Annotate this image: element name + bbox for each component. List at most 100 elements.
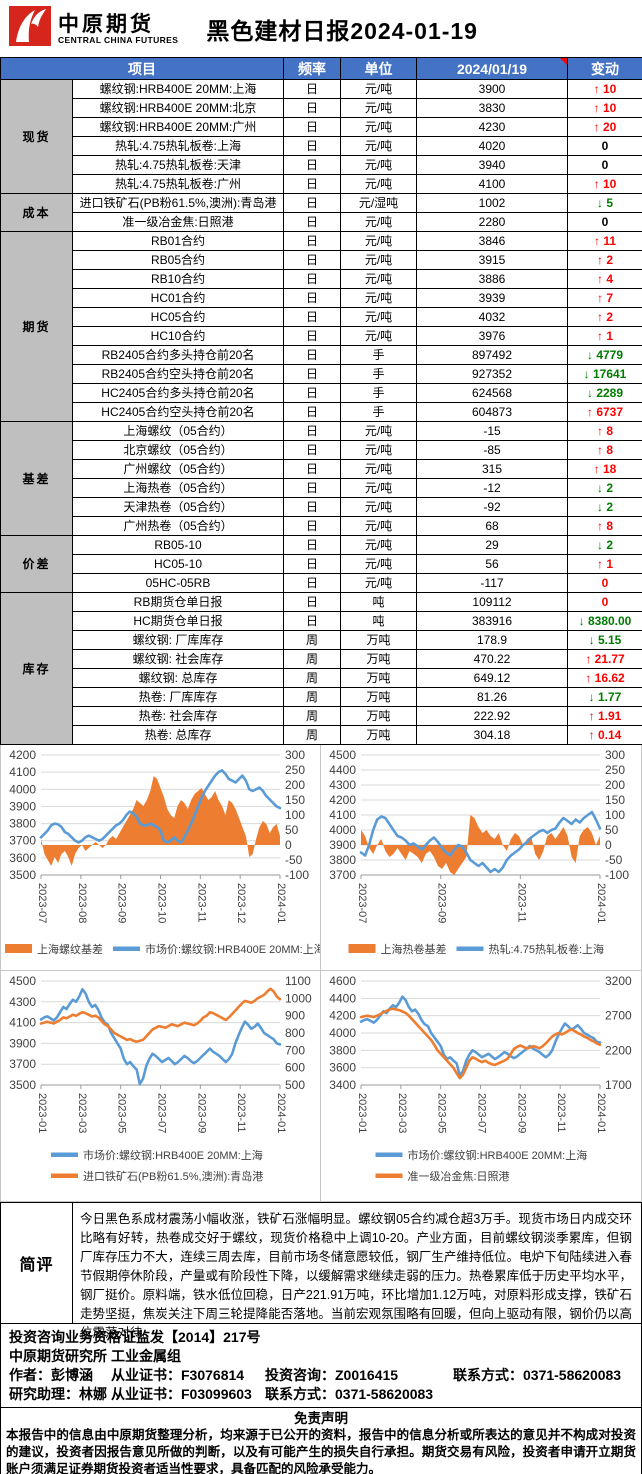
shanghai-rebar-basis-chart-svg: 3500 3600 3700 3800 3900 4000 4100 4200 -100-500…	[5, 748, 320, 956]
change-cell: ↑ 18	[567, 459, 642, 479]
rebar-vs-coke-chart: 3400 3600 3800 4000 4200 4400 4600 1700 2200 2700…	[321, 971, 642, 1202]
change-cell: ↓ 5.15	[567, 630, 642, 650]
table-row: 库存 RB期货仓单日报日吨 109112 0	[0, 592, 642, 745]
freq-cell: 日	[283, 592, 341, 612]
value-cell: 315	[416, 459, 568, 479]
svg-text:4200: 4200	[9, 748, 36, 762]
freq-cell: 日	[283, 79, 341, 99]
value-cell: 178.9	[416, 630, 568, 650]
shanghai-rebar-basis-chart: 3500 3600 3700 3800 3900 4000 4100 4200 -100 -50 0…	[0, 745, 321, 971]
value-cell: 604873	[416, 402, 568, 422]
svg-text:3700: 3700	[329, 868, 356, 882]
svg-text:4400: 4400	[329, 763, 356, 777]
table-body: 现货 螺纹钢:HRB400E 20MM:上海日元/吨 3900 ↑ 10 螺纹钢:HRB…	[0, 79, 642, 745]
item-cell: 北京螺纹（05合约）	[72, 440, 284, 460]
freq-cell: 周	[283, 706, 341, 726]
freq-cell: 日	[283, 136, 341, 156]
item-cell: HC05-10	[72, 554, 284, 574]
svg-text:900: 900	[285, 1009, 305, 1023]
change-cell: ↓ 2289	[567, 383, 642, 403]
svg-text:4100: 4100	[9, 1016, 36, 1030]
contact-item: 投资咨询业务资格	[9, 1329, 121, 1345]
value-cell: 927352	[416, 364, 568, 384]
freq-cell: 日	[283, 307, 341, 327]
svg-text:进口铁矿石(PB粉61.5%,澳洲):青岛港: 进口铁矿石(PB粉61.5%,澳洲):青岛港	[83, 1169, 263, 1183]
unit-cell: 元/吨	[340, 250, 417, 270]
svg-text:2023-07: 2023-07	[476, 1093, 488, 1133]
table-row: RB10合约日元/吨 3886 ↑ 4	[1, 269, 642, 289]
unit-cell: 元/吨	[340, 269, 417, 289]
svg-text:2023-03: 2023-03	[396, 1093, 408, 1133]
value-cell: -15	[416, 421, 568, 441]
change-cell: ↑ 1	[567, 554, 642, 574]
freq-cell: 日	[283, 402, 341, 422]
item-cell: RB05合约	[72, 250, 284, 270]
svg-text:4400: 4400	[329, 991, 356, 1005]
value-cell: 470.22	[416, 649, 568, 669]
change-cell: 0	[567, 136, 642, 156]
svg-text:2024-01: 2024-01	[595, 1093, 607, 1133]
freq-cell: 周	[283, 649, 341, 669]
freq-cell: 日	[283, 573, 341, 593]
table-row: 热轧:4.75热轧板卷:上海日元/吨 4020 0	[1, 136, 642, 156]
comment-flag-icon	[560, 58, 567, 65]
value-cell: 304.18	[416, 725, 568, 745]
contact-item: 联系方式：0371-58620083	[265, 1386, 434, 1402]
unit-cell: 元/吨	[340, 117, 417, 137]
table-row: 螺纹钢: 厂库库存周万吨 178.9 ↓ 5.15	[1, 630, 642, 650]
value-cell: 81.26	[416, 687, 568, 707]
item-cell: 螺纹钢:HRB400E 20MM:北京	[72, 98, 284, 118]
freq-cell: 日	[283, 383, 341, 403]
svg-text:3700: 3700	[9, 834, 36, 848]
change-cell: ↓ 5	[567, 193, 642, 213]
item-cell: 广州螺纹（05合约）	[72, 459, 284, 479]
value-cell: 56	[416, 554, 568, 574]
svg-text:1100: 1100	[285, 974, 311, 988]
svg-text:2023-09: 2023-09	[195, 1093, 207, 1133]
svg-text:-100: -100	[605, 868, 629, 882]
table-row: HC10合约日元/吨 3976 ↑ 1	[1, 326, 642, 346]
unit-cell: 万吨	[340, 687, 417, 707]
contact-section: 投资咨询业务资格证监发【2014】217号 中原期货研究所 工业金属组 作者：彭博涵从…	[0, 1324, 642, 1408]
svg-text:3900: 3900	[329, 838, 356, 852]
item-cell: 热卷: 总库存	[72, 725, 284, 745]
svg-text:150: 150	[285, 793, 305, 807]
category-cell: 价差	[0, 535, 73, 593]
item-cell: HC10合约	[72, 326, 284, 346]
item-cell: HC2405合约空头持仓前20名	[72, 402, 284, 422]
value-cell: -117	[416, 573, 568, 593]
svg-text:4300: 4300	[9, 995, 36, 1009]
svg-text:300: 300	[605, 748, 625, 762]
unit-cell: 吨	[340, 592, 417, 612]
svg-text:2023-05: 2023-05	[436, 1093, 448, 1133]
change-cell: ↑ 11	[567, 231, 642, 251]
contact-item: 作者：彭博涵	[9, 1367, 93, 1383]
freq-cell: 日	[283, 611, 341, 631]
item-cell: HC01合约	[72, 288, 284, 308]
freq-cell: 日	[283, 497, 341, 517]
value-cell: 3900	[416, 79, 568, 99]
unit-cell: 元/吨	[340, 155, 417, 175]
change-cell: ↓ 17641	[567, 364, 642, 384]
item-cell: RB10合约	[72, 269, 284, 289]
rebar-vs-coke-chart-svg: 3400 3600 3800 4000 4200 4400 4600 1700 2200 2700…	[329, 974, 632, 1183]
comment-section: 简评 今日黑色系成材震荡小幅收涨，铁矿石涨幅明显。螺纹钢05合约减仓超3万手。现…	[0, 1202, 642, 1340]
unit-cell: 元/吨	[340, 516, 417, 536]
freq-cell: 日	[283, 535, 341, 555]
unit-cell: 元/吨	[340, 459, 417, 479]
comment-text: 今日黑色系成材震荡小幅收涨，铁矿石涨幅明显。螺纹钢05合约减仓超3万手。现货市场…	[80, 1212, 632, 1340]
table-row: HC01合约日元/吨 3939 ↑ 7	[1, 288, 642, 308]
contact-item: 从业证书：F3076814	[111, 1367, 245, 1383]
svg-text:2023-07: 2023-07	[156, 1093, 168, 1133]
contact-item: 从业证书：F03099603	[111, 1386, 252, 1402]
svg-text:2023-11: 2023-11	[515, 883, 527, 923]
svg-text:2024-01: 2024-01	[275, 1093, 287, 1133]
svg-text:700: 700	[285, 1043, 305, 1057]
item-cell: 热卷: 厂库库存	[72, 687, 284, 707]
change-cell: 0	[567, 155, 642, 175]
logo-cn-text: 中原期货	[58, 11, 154, 36]
contact-line: 中原期货研究所 工业金属组	[9, 1347, 641, 1366]
value-cell: 3830	[416, 98, 568, 118]
item-cell: 广州热卷（05合约）	[72, 516, 284, 536]
